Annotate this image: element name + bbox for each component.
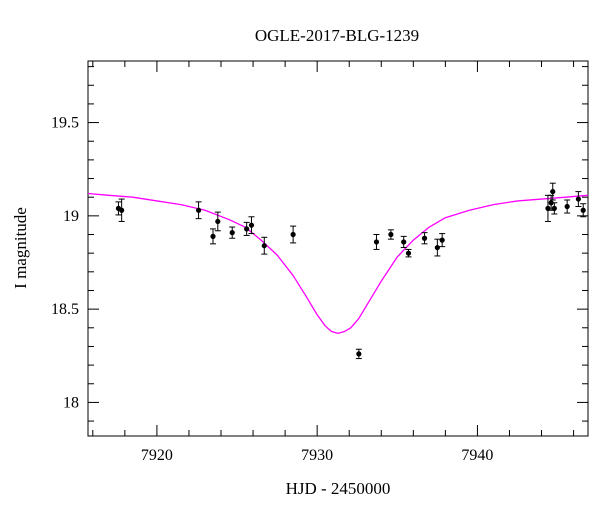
data-point — [373, 239, 380, 245]
x-tick-label: 7930 — [301, 447, 333, 464]
data-point — [290, 231, 296, 238]
data-point — [401, 239, 407, 245]
data-point — [244, 226, 250, 232]
plot-area: 7920 7930 7940 18 18.5 19 19.5 — [51, 60, 589, 464]
data-point — [575, 196, 581, 202]
plot-frame — [87, 60, 589, 437]
data-point — [550, 188, 556, 195]
y-tick-label: 19 — [63, 208, 79, 225]
data-point — [248, 222, 255, 228]
data-point — [356, 351, 362, 357]
data-point — [548, 200, 554, 206]
x-tick-label: 7940 — [461, 447, 493, 464]
data-point — [261, 243, 267, 249]
y-tick-label: 18.5 — [51, 301, 79, 318]
data-point — [388, 231, 394, 238]
x-axis-title: HJD - 2450000 — [286, 479, 391, 498]
data-point — [580, 207, 586, 213]
data-point — [564, 203, 570, 210]
y-tick-label: 19.5 — [51, 115, 79, 132]
model-curve — [87, 192, 589, 335]
x-tick-label: 7920 — [141, 447, 173, 464]
data-point — [119, 207, 125, 213]
data-point — [421, 235, 428, 241]
chart-title: OGLE-2017-BLG-1239 — [255, 26, 419, 45]
data-point — [405, 250, 412, 256]
data-point — [215, 218, 221, 225]
data-point — [545, 205, 551, 211]
data-point — [195, 207, 202, 213]
y-tick-label: 18 — [63, 394, 79, 411]
data-point — [229, 230, 235, 236]
data-point — [551, 205, 557, 211]
data-point — [439, 237, 445, 243]
y-axis-title: I magnitude — [11, 207, 30, 289]
data-point — [210, 233, 216, 239]
data-point — [434, 244, 440, 251]
